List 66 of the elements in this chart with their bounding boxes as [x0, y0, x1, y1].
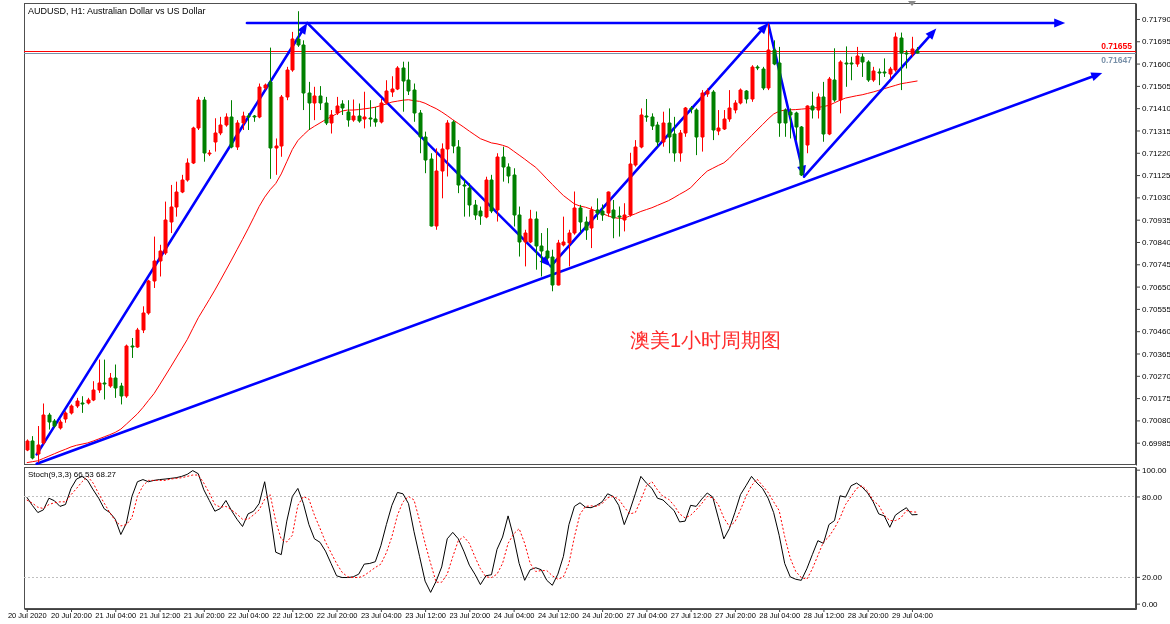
- candlestick: [489, 174, 494, 214]
- y-tick-label: 0.71695: [1142, 37, 1170, 47]
- y-tick-label: 0.71790: [1142, 15, 1170, 25]
- candlestick: [30, 435, 35, 460]
- candlestick: [202, 96, 207, 163]
- y-tick-label: 0.71600: [1142, 59, 1170, 69]
- candlestick: [871, 66, 876, 83]
- candlestick: [744, 89, 749, 104]
- ref-line-label: 0.71655: [1101, 41, 1133, 51]
- candlestick: [335, 96, 340, 116]
- candlestick: [312, 86, 317, 121]
- y-tick-label: 0.70175: [1142, 394, 1170, 404]
- y-tick-label: 0.69985: [1142, 438, 1170, 448]
- candlestick: [362, 91, 367, 129]
- y-tick-label: 0.71410: [1142, 104, 1170, 114]
- candlestick: [915, 46, 920, 54]
- candlestick: [810, 91, 815, 119]
- candlestick: [816, 92, 821, 119]
- candlestick: [832, 47, 837, 103]
- candlestick: [58, 418, 63, 431]
- candlestick: [130, 337, 135, 359]
- candlestick: [821, 81, 826, 143]
- annotation: 澳美1小时周期图: [630, 329, 782, 352]
- candlestick: [606, 191, 611, 218]
- candlestick: [484, 176, 489, 219]
- candlestick: [229, 99, 234, 149]
- candlestick: [25, 438, 30, 452]
- y-tick-label: 0.71505: [1142, 81, 1170, 91]
- candlestick: [357, 102, 362, 124]
- candlestick: [805, 104, 810, 154]
- chart-title: AUDUSD, H1: Australian Dollar vs US Dollar: [28, 6, 206, 16]
- y-tick-label: 0.71315: [1142, 126, 1170, 136]
- y-tick-label: 0.71125: [1142, 171, 1170, 181]
- y-tick-label: 0.70745: [1142, 260, 1170, 270]
- y-tick-label: 20.00: [1142, 572, 1163, 582]
- chart-title: Stoch(9,3,3) 66.53 68.27: [28, 470, 117, 479]
- y-tick-label: 0.70460: [1142, 327, 1170, 337]
- y-tick-label: 0.70365: [1142, 349, 1170, 359]
- candlestick: [268, 47, 273, 180]
- candlestick: [124, 344, 129, 399]
- candlestick: [661, 111, 666, 148]
- candlestick: [102, 359, 107, 400]
- candlestick: [750, 64, 755, 103]
- ref-line-label: 0.71647: [1101, 55, 1133, 65]
- y-tick-label: 80.00: [1142, 492, 1163, 502]
- y-tick-label: 0.70840: [1142, 238, 1170, 248]
- candlestick: [80, 395, 85, 414]
- candlestick: [589, 206, 594, 249]
- y-tick-label: 0.00: [1142, 599, 1159, 609]
- candlestick: [351, 98, 356, 123]
- candlestick: [41, 402, 46, 446]
- y-tick-label: 0.70270: [1142, 371, 1170, 381]
- candlestick: [340, 99, 345, 116]
- candlestick: [346, 99, 351, 128]
- candlestick: [108, 372, 113, 389]
- y-tick-label: 0.71220: [1142, 148, 1170, 158]
- candlestick: [711, 89, 716, 141]
- candlestick: [495, 152, 500, 223]
- y-tick-label: 0.70080: [1142, 416, 1170, 426]
- y-tick-label: 0.70650: [1142, 282, 1170, 292]
- y-tick-label: 0.70935: [1142, 215, 1170, 225]
- candlestick: [207, 149, 212, 157]
- y-tick-label: 0.71030: [1142, 193, 1170, 203]
- candlestick: [329, 109, 334, 135]
- y-tick-label: 100.00: [1142, 465, 1168, 475]
- y-tick-label: 0.70555: [1142, 304, 1170, 314]
